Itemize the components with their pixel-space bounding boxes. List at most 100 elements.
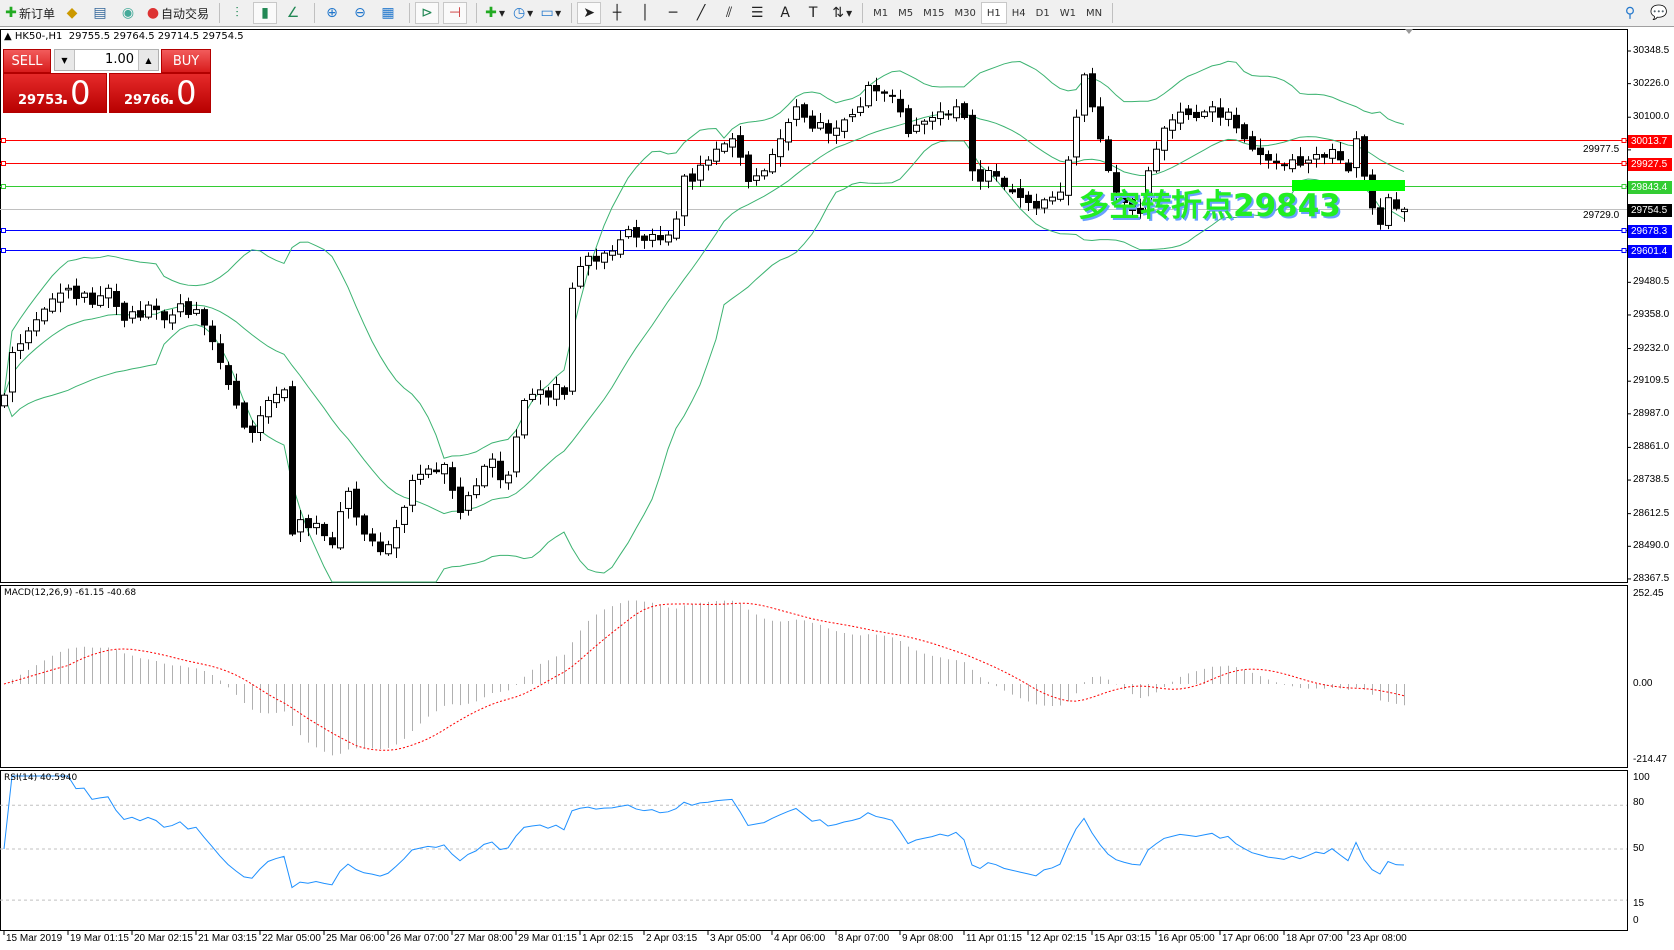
bear-candle xyxy=(1345,162,1352,172)
timeframe-mn[interactable]: MN xyxy=(1085,7,1103,19)
arrows-button[interactable]: ⇅ ▾ xyxy=(829,2,853,24)
auto-trading-button[interactable]: ● 自动交易 xyxy=(146,5,210,21)
timeframe-h1[interactable]: H1 xyxy=(980,2,1007,24)
buy-button[interactable]: BUY xyxy=(161,49,211,73)
zoom-in-button[interactable]: ⊕ xyxy=(320,2,344,24)
chat-button[interactable]: 💬 xyxy=(1646,2,1670,24)
arrows-icon: ⇅ xyxy=(832,5,844,21)
bear-candle xyxy=(801,104,808,118)
price-axis-label: 28367.5 xyxy=(1633,572,1670,584)
timeframe-w1[interactable]: W1 xyxy=(1059,7,1076,19)
trendline-button[interactable]: ╱ xyxy=(689,2,713,24)
signal-icon: ◉ xyxy=(121,5,135,21)
bull-candle xyxy=(841,119,848,132)
time-axis-label: 3 Apr 05:00 xyxy=(710,933,762,944)
lot-decrease-button[interactable]: ▼ xyxy=(55,50,75,70)
bear-candle xyxy=(369,533,376,542)
templates-button[interactable]: ▭ ▾ xyxy=(540,5,562,21)
bear-candle xyxy=(201,309,208,326)
crosshair-button[interactable]: ┼ xyxy=(605,2,629,24)
timeframe-m5[interactable]: M5 xyxy=(898,7,914,19)
buy-price: 29766 xyxy=(124,93,170,108)
text-label-button[interactable]: T xyxy=(801,2,825,24)
price-axis-label: 28861.0 xyxy=(1633,441,1670,453)
pivot-annotation[interactable]: 多空转折点29843 xyxy=(1078,188,1341,224)
candlestick-button[interactable]: ▮ xyxy=(253,2,278,24)
vertical-line-button[interactable]: │ xyxy=(633,2,657,24)
price-axis-label: 29232.0 xyxy=(1633,342,1670,354)
symbol-label: HK50-,H1 xyxy=(14,31,63,42)
timeframe-d1[interactable]: D1 xyxy=(1035,7,1050,19)
price-axis-label: 29977.5 xyxy=(1583,143,1620,155)
bull-candle xyxy=(1081,74,1088,116)
bear-candle xyxy=(329,537,336,546)
time-axis-label: 22 Mar 05:00 xyxy=(262,933,321,944)
timeframe-h4[interactable]: H4 xyxy=(1011,7,1026,19)
bull-candle xyxy=(345,490,352,509)
chart-shift-icon: ⊣ xyxy=(448,5,462,21)
bull-candle xyxy=(1057,191,1064,200)
lot-size-input[interactable]: 1.00 xyxy=(105,52,134,67)
lot-size-stepper[interactable]: ▼ 1.00 ▲ xyxy=(54,49,159,71)
indicators-button[interactable]: ✚ ▾ xyxy=(482,2,506,24)
bull-candle xyxy=(601,252,608,263)
time-axis-label: 27 Mar 08:00 xyxy=(454,933,513,944)
equidistant-channel-icon: ⫽ xyxy=(726,5,733,21)
bear-candle xyxy=(1185,108,1192,116)
rsi-axis-80: 80 xyxy=(1633,797,1645,808)
sell-button[interactable]: SELL xyxy=(3,49,51,73)
cursor-icon: ➤ xyxy=(583,5,595,21)
timeframe-m30[interactable]: M30 xyxy=(954,7,976,19)
bull-candle xyxy=(1225,111,1232,120)
level-price-tag: 29601.4 xyxy=(1628,244,1672,258)
candlestick-icon: ▮ xyxy=(261,5,269,21)
buy-price-button[interactable]: 29766 .0 xyxy=(109,73,211,113)
bear-candle xyxy=(905,108,912,134)
bull-candle xyxy=(937,111,944,120)
time-axis-label: 19 Mar 01:15 xyxy=(70,933,129,944)
new-order-button[interactable]: ✚ 新订单 xyxy=(2,2,56,24)
search-button[interactable]: ⚲ xyxy=(1618,2,1642,24)
bar-chart-button[interactable]: ⫶ xyxy=(225,2,249,24)
bull-candle xyxy=(697,164,704,181)
tile-windows-icon: ▦ xyxy=(381,5,395,21)
signals-button[interactable]: ◉ xyxy=(116,2,140,24)
bull-candle xyxy=(625,229,632,238)
price-axis-label: 28612.5 xyxy=(1633,507,1670,519)
bear-candle xyxy=(161,311,168,321)
tile-windows-button[interactable]: ▦ xyxy=(376,2,400,24)
bull-candle xyxy=(553,384,560,400)
bull-candle xyxy=(281,389,288,399)
cursor-button[interactable]: ➤ xyxy=(577,2,602,24)
text-button[interactable]: A xyxy=(773,2,797,24)
navigator-button[interactable]: ▤ xyxy=(88,2,112,24)
timeframe-m1[interactable]: M1 xyxy=(873,7,889,19)
bear-candle xyxy=(593,255,600,262)
zoom-out-button[interactable]: ⊖ xyxy=(348,2,372,24)
navigator-icon: ▤ xyxy=(93,5,107,21)
bear-candle xyxy=(1265,154,1272,161)
auto-trading-icon: ● xyxy=(146,5,160,21)
bull-candle xyxy=(817,122,824,129)
time-axis-label: 15 Mar 2019 xyxy=(6,933,63,944)
fibonacci-button[interactable]: ☰ xyxy=(745,2,769,24)
bar-chart-icon: ⫶ xyxy=(235,5,239,21)
bear-candle xyxy=(897,98,904,113)
chart-shift-button[interactable]: ⊣ xyxy=(443,2,468,24)
bull-candle xyxy=(713,148,720,162)
market-watch-button[interactable]: ◆ xyxy=(60,2,84,24)
lot-increase-button[interactable]: ▲ xyxy=(138,50,158,70)
periods-button[interactable]: ◷ ▾ xyxy=(512,5,534,21)
time-axis-label: 26 Mar 07:00 xyxy=(390,933,449,944)
auto-scroll-button[interactable]: ⊳ xyxy=(415,2,440,24)
horizontal-line-button[interactable]: ─ xyxy=(661,2,685,24)
bear-candle xyxy=(457,486,464,513)
channel-button[interactable]: ⫽ xyxy=(717,2,741,24)
bear-candle xyxy=(137,310,144,318)
line-chart-button[interactable]: ∠ xyxy=(281,2,305,24)
level-handle xyxy=(1,138,6,143)
sell-price-button[interactable]: 29753 .0 xyxy=(3,73,107,113)
new-order-icon: ✚ xyxy=(5,5,17,21)
timeframe-m15[interactable]: M15 xyxy=(923,7,945,19)
